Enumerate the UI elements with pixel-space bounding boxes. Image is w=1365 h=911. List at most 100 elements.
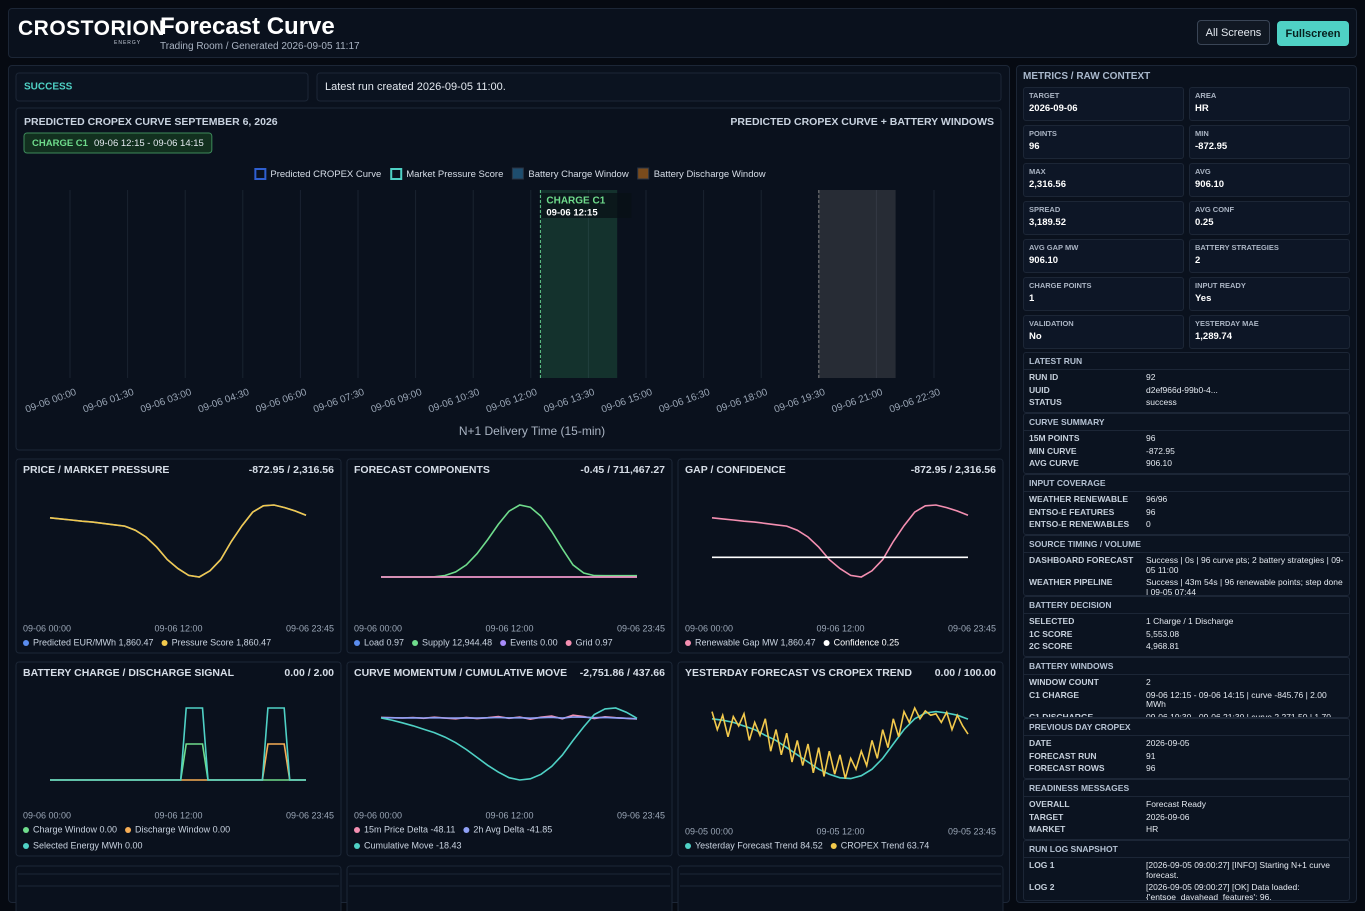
- x-tick-label: 09-06 00:00: [23, 623, 71, 633]
- status-badge-box: [15, 72, 309, 102]
- status-message-box: [316, 72, 1002, 102]
- row-value: 2026-09-05: [1146, 738, 1190, 748]
- row-value: HR: [1146, 824, 1159, 834]
- section-title: BATTERY WINDOWS: [1024, 661, 1349, 675]
- metric-tile: YESTERDAY MAE 1,289.74: [1189, 315, 1350, 349]
- metric-tile: SPREAD 3,189.52: [1023, 201, 1184, 235]
- context-row: 15M POINTS 96: [1029, 432, 1344, 445]
- panel-range: -0.45 / 711,467.27: [580, 464, 665, 476]
- metric-value: -872.95: [1195, 141, 1228, 152]
- section-title: RUN LOG SNAPSHOT: [1024, 844, 1349, 858]
- row-value: 2026-09-06: [1146, 811, 1190, 822]
- metric-tile: INPUT READY Yes: [1189, 277, 1350, 311]
- row-key: MARKET: [1029, 824, 1066, 834]
- placeholder-panel: [15, 865, 342, 911]
- context-section: SOURCE TIMING / VOLUME DASHBOARD FORECAST…: [1023, 535, 1350, 596]
- fullscreen-button[interactable]: Fullscreen: [1277, 21, 1349, 46]
- x-tick-label: 09-05 12:00: [816, 826, 864, 836]
- legend-label: 15m Price Delta -48.11: [364, 824, 455, 834]
- legend-item: Battery Discharge Window: [637, 167, 766, 180]
- metric-label: TARGET: [1029, 91, 1060, 100]
- panel-title: BATTERY CHARGE / DISCHARGE SIGNAL: [23, 667, 235, 679]
- legend-label: Battery Discharge Window: [654, 169, 766, 180]
- context-row: WEATHER RENEWABLE 96/96: [1029, 493, 1344, 506]
- placeholder-panel: [346, 865, 673, 911]
- metric-value: 906.10: [1029, 255, 1059, 266]
- series-line: [49, 504, 307, 578]
- legend-label: Events 0.00: [510, 637, 558, 647]
- section-title: PREVIOUS DAY CROPEX: [1024, 722, 1349, 736]
- x-axis-title: N+1 Delivery Time (15-min): [459, 424, 605, 438]
- section-title: SOURCE TIMING / VOLUME: [1024, 539, 1349, 553]
- row-value: -872.95: [1146, 445, 1175, 456]
- metric-tile: BATTERY STRATEGIES 2: [1189, 239, 1350, 273]
- panel-range: 0.00 / 2.00: [284, 667, 334, 679]
- row-value: 96: [1146, 763, 1156, 773]
- legend-marker: [511, 167, 524, 180]
- row-key: DASHBOARD FORECAST: [1029, 555, 1134, 565]
- metric-label: AVG GAP MW: [1029, 243, 1079, 252]
- legend-dot: [412, 640, 419, 646]
- metric-tile: CHARGE POINTS 1: [1023, 277, 1184, 311]
- x-tick-label: 09-06 00:00: [354, 810, 402, 820]
- metric-tile: TARGET 2026-09-06: [1023, 87, 1184, 121]
- panel-title: GAP / CONFIDENCE: [685, 464, 786, 476]
- context-row: LOG 2 [2026-09-05 09:00:27] [OK] Data loa…: [1029, 881, 1344, 901]
- row-key: C1 DISCHARGE: [1029, 711, 1094, 718]
- metric-label: CHARGE POINTS: [1029, 281, 1092, 290]
- metric-tile: MAX 2,316.56: [1023, 163, 1184, 197]
- row-key: MIN CURVE: [1029, 445, 1077, 456]
- row-value: [2026-09-05 09:00:27] [OK] Data loaded: …: [1146, 882, 1300, 901]
- row-value: Success | 0s | 96 curve pts; 2 battery s…: [1146, 555, 1344, 575]
- context-sections: LATEST RUN RUN ID 92 UUID d2ef966d-99b0-4...…: [1023, 352, 1350, 901]
- series-line: [380, 707, 638, 781]
- context-row: DATE 2026-09-05: [1029, 737, 1344, 750]
- row-key: WEATHER RENEWABLE: [1029, 494, 1129, 504]
- legend-item: Battery Charge Window: [511, 167, 629, 180]
- metric-tile: AVG 906.10: [1189, 163, 1350, 197]
- legend-marker: [390, 168, 403, 180]
- legend-label: CROPEX Trend 63.74: [841, 840, 930, 850]
- main-chart-title: PREDICTED CROPEX CURVE SEPTEMBER 6, 2026: [24, 116, 278, 128]
- metric-label: AVG CONF: [1195, 205, 1235, 214]
- legend-dot: [125, 827, 132, 833]
- metric-value: 96: [1029, 141, 1040, 152]
- row-value: 96: [1146, 506, 1156, 517]
- metric-label: BATTERY STRATEGIES: [1195, 243, 1279, 252]
- row-value: [2026-09-05 09:00:27] [INFO] Starting N+…: [1146, 860, 1331, 880]
- section-title: BATTERY DECISION: [1024, 600, 1349, 614]
- x-tick-label: 09-05 00:00: [685, 826, 733, 836]
- row-value: 906.10: [1146, 458, 1172, 468]
- context-row: 1C SCORE 5,553.08: [1029, 628, 1344, 641]
- metric-tile: AVG CONF 0.25: [1189, 201, 1350, 235]
- row-key: LOG 1: [1029, 860, 1055, 870]
- context-row: MARKET HR: [1029, 823, 1344, 836]
- row-key: RUN ID: [1029, 372, 1059, 382]
- panel-range: 0.00 / 100.00: [935, 667, 996, 679]
- row-value: 96: [1146, 433, 1156, 443]
- panel-box: [346, 458, 673, 654]
- metric-value: 0.25: [1195, 217, 1214, 228]
- metric-value: 2026-09-06: [1029, 103, 1078, 114]
- metric-label: AREA: [1195, 91, 1217, 100]
- row-key: FORECAST RUN: [1029, 750, 1097, 761]
- legend-item: Predicted CROPEX Curve: [254, 168, 381, 180]
- x-tick-label: 09-05 23:45: [948, 826, 996, 836]
- header: CROSTORION ENERGY Forecast Curve Trading…: [8, 8, 1357, 58]
- legend-label: 2h Avg Delta -41.85: [473, 824, 552, 834]
- metric-value: Yes: [1195, 293, 1212, 304]
- x-tick-label: 09-06 12:00: [154, 623, 202, 633]
- annotation-time: 09-06 12:15: [546, 208, 598, 219]
- legend-label: Predicted EUR/MWh 1,860.47: [33, 637, 154, 647]
- all-screens-button[interactable]: All Screens: [1197, 20, 1270, 45]
- chip-label: CHARGE C1: [32, 138, 89, 149]
- metric-tile: AREA HR: [1189, 87, 1350, 121]
- row-value: 1 Charge / 1 Discharge: [1146, 616, 1234, 626]
- metric-tile: AVG GAP MW 906.10: [1023, 239, 1184, 273]
- legend-label: Yesterday Forecast Trend 84.52: [695, 840, 823, 850]
- logo: CROSTORION: [18, 17, 165, 40]
- legend-label: Market Pressure Score: [406, 169, 503, 180]
- placeholder-panel: [677, 865, 1004, 911]
- row-key: DATE: [1029, 738, 1052, 748]
